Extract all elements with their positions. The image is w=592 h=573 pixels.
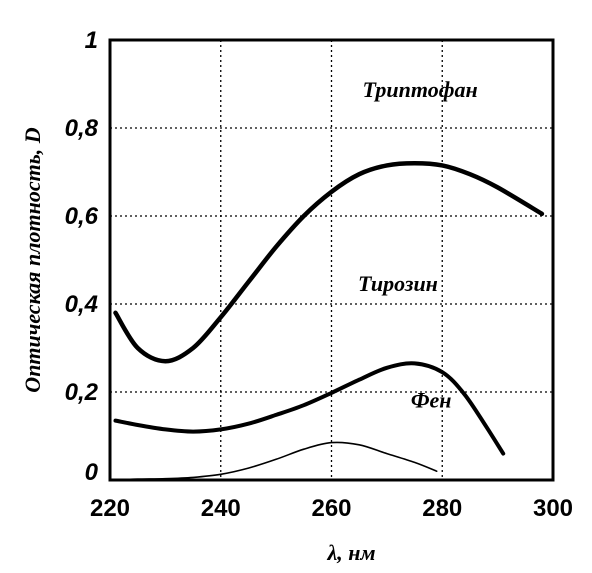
x-tick-label: 220 xyxy=(90,495,130,522)
y-tick-label: 0,6 xyxy=(65,203,99,230)
series-labels: Триптофан Тирозин Фен xyxy=(358,77,478,412)
x-tick-label: 240 xyxy=(201,495,241,522)
x-axis-label: λ, нм xyxy=(326,540,375,565)
y-tick-label: 1 xyxy=(85,27,98,54)
y-tick-label: 0,8 xyxy=(65,115,99,142)
y-tick-label: 0 xyxy=(85,459,99,486)
series-lines xyxy=(113,160,545,481)
y-tick-label: 0,2 xyxy=(65,379,99,406)
tyrosine-curve xyxy=(113,361,506,456)
x-tick-label: 260 xyxy=(311,495,351,522)
tryptophan-curve xyxy=(113,160,545,364)
plot-frame xyxy=(108,38,555,482)
series-label-phenylalanine: Фен xyxy=(411,387,452,412)
phenylalanine-curve xyxy=(114,441,438,481)
series-label-tyrosine: Тирозин xyxy=(358,271,438,296)
series-label-tryptophan: Триптофан xyxy=(363,77,478,102)
y-axis-label: Оптическая плотность, D xyxy=(20,127,45,392)
tick-labels: 0 0,2 0,4 0,6 0,8 1 220 240 260 280 300 xyxy=(65,27,573,522)
y-tick-label: 0,4 xyxy=(65,291,98,318)
x-tick-label: 300 xyxy=(533,495,573,522)
x-tick-label: 280 xyxy=(422,495,462,522)
grid-lines xyxy=(110,40,553,480)
